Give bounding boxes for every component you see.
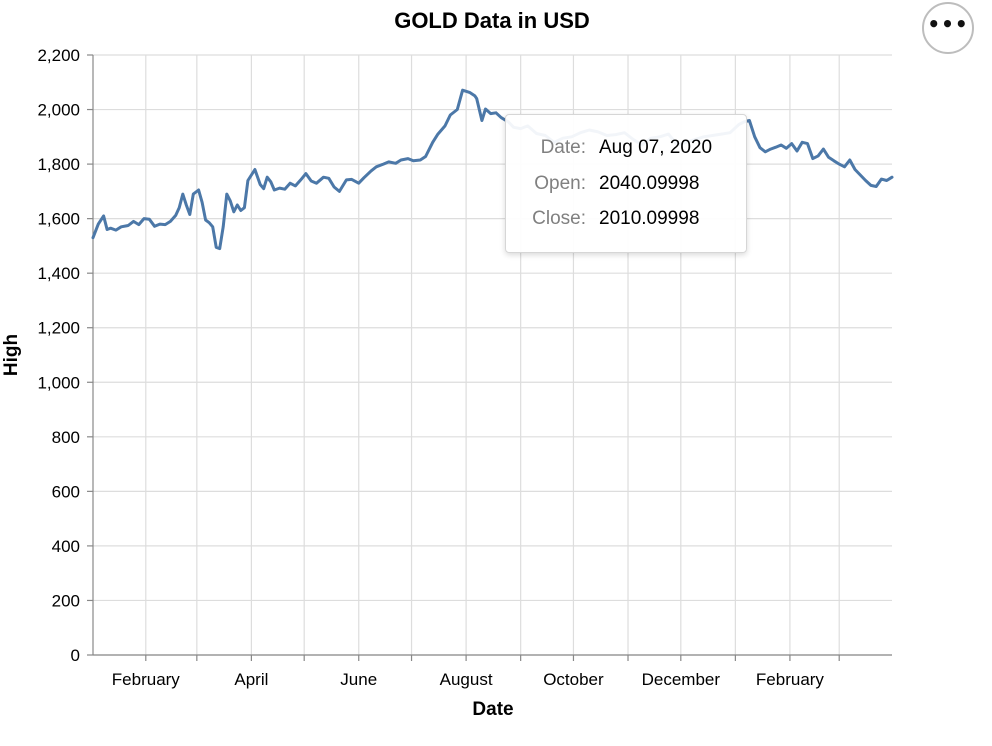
- x-tick-label: February: [112, 670, 181, 689]
- y-gridlines: [93, 54, 892, 656]
- y-tick-label: 1,200: [37, 319, 80, 338]
- actions-menu-button[interactable]: •••: [922, 2, 974, 54]
- tooltip-row-close: Close: 2010.09998: [506, 208, 746, 232]
- y-tick-label: 0: [71, 646, 80, 665]
- y-tick-label: 800: [52, 428, 80, 447]
- y-axis-title: High: [1, 334, 22, 376]
- x-gridlines: [145, 55, 840, 655]
- y-tick-label: 1,000: [37, 373, 80, 392]
- tooltip-value: Aug 07, 2020: [599, 137, 713, 158]
- tooltip-value: 2040.09998: [599, 173, 700, 194]
- tooltip-key: Close:: [532, 208, 586, 229]
- data-tooltip: Date: Aug 07, 2020 Open: 2040.09998 Clos…: [505, 114, 747, 253]
- x-tick-label: February: [756, 670, 825, 689]
- y-tick-label: 1,400: [37, 264, 80, 283]
- y-tick-label: 1,800: [37, 155, 80, 174]
- tooltip-key: Open:: [534, 173, 586, 194]
- series-layer: [91, 88, 894, 251]
- y-tick-label: 1,600: [37, 210, 80, 229]
- tooltip-key: Date:: [540, 137, 586, 158]
- x-tick-label: October: [543, 670, 604, 689]
- tooltip-row-date: Date: Aug 07, 2020: [506, 137, 746, 161]
- x-tick-label: April: [234, 670, 268, 689]
- y-tick-label: 2,200: [37, 46, 80, 65]
- x-axis-title: Date: [472, 699, 513, 720]
- chart-title: GOLD Data in USD: [394, 8, 590, 33]
- tooltip-value: 2010.09998: [599, 208, 700, 229]
- y-tick-label: 2,000: [37, 101, 80, 120]
- tooltip-row-open: Open: 2040.09998: [506, 173, 746, 197]
- x-tick-label: June: [340, 670, 377, 689]
- y-axis: 0 200 400 600 800 1,000 1,200 1,400 1,600 1,800 2,…: [37, 46, 94, 665]
- y-tick-label: 400: [52, 537, 80, 556]
- y-tick-label: 600: [52, 482, 80, 501]
- series-line: [91, 88, 894, 251]
- x-tick-label: August: [440, 670, 493, 689]
- x-axis: February April June August October December Fe…: [93, 654, 892, 689]
- more-horizontal-icon: •••: [927, 12, 969, 36]
- x-tick-label: December: [642, 670, 721, 689]
- y-tick-label: 200: [52, 591, 80, 610]
